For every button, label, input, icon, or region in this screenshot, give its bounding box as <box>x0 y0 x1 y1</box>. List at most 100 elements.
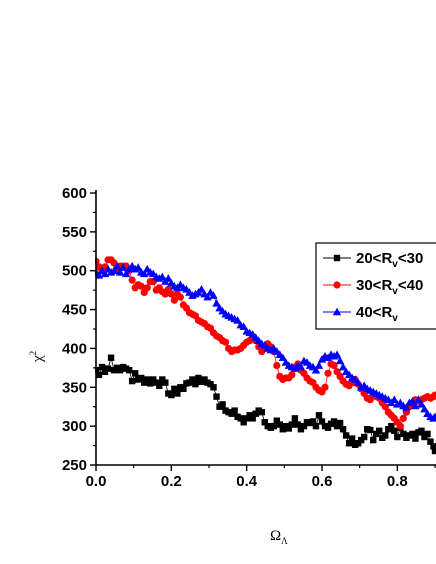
data-point-0-4 <box>104 365 112 372</box>
data-point-1-76 <box>321 383 329 391</box>
x-axis-title: ΩΛ <box>270 528 288 546</box>
data-point-1-102 <box>399 414 407 422</box>
y-tick-label: 500 <box>62 263 87 280</box>
data-point-2-6 <box>109 266 119 275</box>
data-point-2-99 <box>390 395 399 404</box>
data-point-2-68 <box>296 362 306 371</box>
data-point-0-110 <box>424 430 431 438</box>
data-point-0-48 <box>237 415 244 422</box>
series-layer <box>95 256 436 455</box>
data-point-0-108 <box>418 427 425 435</box>
data-point-0-61 <box>276 421 284 428</box>
data-point-1-96 <box>381 403 389 411</box>
data-point-2-10 <box>121 269 131 278</box>
data-point-0-59 <box>270 422 277 430</box>
data-point-0-12 <box>128 377 136 385</box>
data-point-0-99 <box>391 427 398 435</box>
y-tick-label: 600 <box>62 185 87 202</box>
legend: 20<Rv<30 30<Rv<40 40<Rv <box>315 242 436 330</box>
data-point-0-5 <box>107 354 115 361</box>
data-point-0-13 <box>131 370 139 377</box>
data-point-2-109 <box>420 404 429 413</box>
data-point-2-103 <box>402 403 411 411</box>
x-tick-label: 0.2 <box>161 473 182 490</box>
y-tick-label: 550 <box>62 224 87 241</box>
data-point-0-39 <box>210 384 217 391</box>
data-point-1-12 <box>128 276 136 284</box>
data-point-0-98 <box>388 422 395 430</box>
data-point-2-73 <box>311 365 321 374</box>
data-point-0-65 <box>288 421 296 428</box>
data-point-0-96 <box>382 432 389 439</box>
data-point-2-24 <box>164 274 173 282</box>
data-point-0-100 <box>394 433 401 441</box>
data-point-0-64 <box>285 425 293 432</box>
data-point-1-79 <box>330 361 338 370</box>
data-point-0-105 <box>409 430 416 438</box>
y-tick-label: 300 <box>62 418 87 435</box>
x-tick-label: 0.8 <box>387 473 408 490</box>
data-point-0-23 <box>162 379 169 386</box>
data-point-0-17 <box>144 376 151 383</box>
data-point-2-82 <box>338 362 348 371</box>
data-point-0-18 <box>147 380 154 387</box>
data-point-0-15 <box>138 374 145 382</box>
data-point-2-81 <box>335 356 345 365</box>
data-point-0-81 <box>336 419 344 427</box>
x-tick-label: 0.4 <box>236 473 258 490</box>
legend-label-1: 30<Rv<40 <box>356 277 423 297</box>
data-point-2-35 <box>197 285 206 293</box>
data-point-1-15 <box>137 282 145 290</box>
data-point-0-49 <box>240 419 247 426</box>
data-point-2-8 <box>115 267 125 276</box>
data-point-2-49 <box>239 322 248 330</box>
data-point-1-65 <box>288 371 296 379</box>
data-point-2-113 <box>430 412 436 421</box>
data-point-0-42 <box>219 401 226 408</box>
data-point-1-26 <box>170 296 178 304</box>
data-point-0-34 <box>195 374 202 382</box>
y-tick-label: 400 <box>62 340 87 357</box>
data-point-2-40 <box>212 299 221 307</box>
series-0 <box>95 354 436 455</box>
data-point-0-73 <box>312 422 320 430</box>
data-point-2-62 <box>278 353 288 362</box>
data-point-1-77 <box>324 369 332 377</box>
legend-label-2: 40<Rv <box>356 304 398 324</box>
data-point-2-9 <box>118 263 128 271</box>
data-point-1-60 <box>273 361 281 370</box>
y-tick-label: 350 <box>62 379 87 396</box>
data-point-2-74 <box>314 361 324 369</box>
data-point-0-25 <box>168 391 175 399</box>
data-point-2-7 <box>112 261 122 270</box>
data-point-1-25 <box>167 290 175 298</box>
data-point-0-29 <box>180 385 187 393</box>
data-point-0-66 <box>291 415 299 422</box>
data-point-0-21 <box>156 382 163 389</box>
data-point-0-55 <box>258 408 265 416</box>
data-point-0-91 <box>367 426 374 434</box>
y-tick-label: 450 <box>62 302 87 319</box>
data-point-0-33 <box>192 380 199 388</box>
data-point-0-0 <box>95 366 100 374</box>
axis-titles: ΩΛ χ2 <box>28 351 288 546</box>
x-tick-label: 0.0 <box>86 473 107 490</box>
data-point-0-79 <box>330 418 338 425</box>
x-tick-label: 0.6 <box>312 473 333 490</box>
data-point-0-92 <box>370 436 377 444</box>
data-point-0-75 <box>318 418 326 425</box>
data-point-0-67 <box>294 421 302 428</box>
data-point-0-77 <box>324 424 332 431</box>
data-point-0-1 <box>95 371 103 379</box>
data-point-0-74 <box>315 412 323 419</box>
data-point-0-69 <box>300 422 308 430</box>
data-point-0-26 <box>171 385 178 393</box>
data-point-0-112 <box>430 443 436 450</box>
legend-marker-0 <box>333 254 341 262</box>
data-point-0-82 <box>339 426 347 433</box>
legend-marker-1 <box>333 281 341 289</box>
legend-label-0: 20<Rv<30 <box>356 250 423 270</box>
data-point-2-14 <box>133 263 143 271</box>
data-point-2-107 <box>414 395 423 404</box>
